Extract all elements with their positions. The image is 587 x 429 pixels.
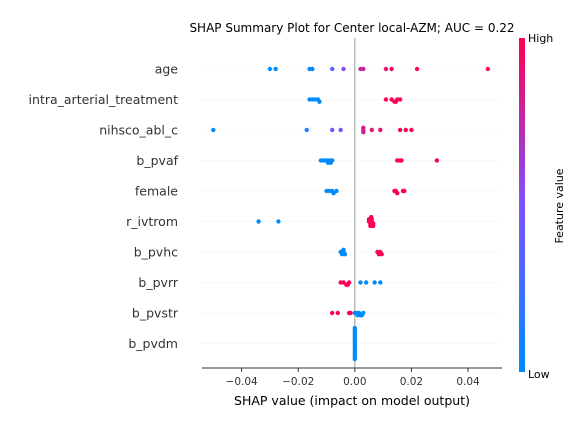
- feature-label: nihsco_abl_c: [99, 123, 178, 138]
- shap-point: [363, 280, 369, 285]
- feature-label: b_pvrr: [138, 275, 178, 290]
- feature-label: b_pvhc: [134, 245, 178, 260]
- x-tick-label: 0.00: [343, 376, 366, 388]
- shap-point: [402, 188, 407, 194]
- shap-point: [361, 125, 366, 130]
- shap-point: [409, 127, 414, 133]
- feature-label: intra_arterial_treatment: [29, 92, 179, 107]
- shap-point: [329, 66, 335, 72]
- shap-point: [345, 282, 350, 287]
- shap-point: [369, 214, 374, 220]
- shap-point: [403, 127, 408, 133]
- x-tick-label: 0.04: [456, 376, 480, 388]
- x-tick-label: −0.02: [282, 376, 314, 388]
- shap-point: [371, 223, 376, 229]
- shap-point: [329, 127, 335, 133]
- shap-point: [414, 66, 420, 72]
- colorbar-high-label: High: [528, 32, 553, 45]
- shap-point: [355, 313, 360, 318]
- shap-point: [393, 99, 399, 104]
- shap-point: [397, 127, 403, 133]
- shap-point: [352, 325, 358, 331]
- shap-point: [359, 313, 365, 318]
- x-axis-ticks: −0.04 −0.02 0.00 0.02 0.04: [226, 368, 480, 388]
- shap-point: [273, 66, 278, 72]
- shap-point: [267, 66, 273, 72]
- shap-point: [338, 127, 343, 133]
- shap-point: [334, 188, 339, 194]
- shap-point: [211, 127, 216, 133]
- shap-point: [361, 130, 366, 135]
- shap-point: [342, 252, 348, 257]
- chart-title: SHAP Summary Plot for Center local-AZM; …: [189, 21, 514, 35]
- shap-points: [211, 66, 491, 362]
- feature-label: b_pvstr: [132, 306, 179, 321]
- shap-point: [389, 66, 394, 72]
- shap-point: [378, 280, 383, 285]
- shap-point: [256, 219, 261, 224]
- shap-point: [379, 252, 384, 257]
- shap-point: [358, 280, 363, 285]
- colorbar: [519, 38, 525, 372]
- shap-point: [397, 97, 403, 102]
- shap-point: [361, 66, 366, 72]
- shap-point: [399, 158, 404, 163]
- shap-point: [341, 66, 346, 72]
- feature-labels: age intra_arterial_treatment nihsco_abl_cb…: [29, 62, 179, 352]
- feature-label: female: [135, 184, 178, 199]
- shap-point: [485, 66, 491, 72]
- shap-point: [352, 356, 358, 362]
- shap-point: [395, 191, 400, 196]
- shap-point: [348, 310, 353, 316]
- feature-label: b_pvdm: [128, 336, 178, 351]
- shap-point: [335, 310, 341, 316]
- colorbar-title: Feature value: [553, 168, 566, 243]
- shap-point: [378, 127, 383, 133]
- shap-point: [317, 99, 322, 104]
- feature-row-guides: [202, 68, 502, 344]
- shap-point: [369, 127, 375, 133]
- shap-point: [328, 160, 333, 165]
- x-tick-label: −0.04: [226, 376, 258, 388]
- x-axis-label: SHAP value (impact on model output): [234, 393, 470, 408]
- shap-point: [383, 66, 389, 72]
- feature-label: age: [155, 62, 179, 77]
- colorbar-low-label: Low: [528, 368, 550, 381]
- shap-point: [329, 310, 335, 316]
- feature-label: r_ivtrom: [126, 214, 178, 229]
- shap-point: [372, 280, 377, 285]
- shap-point: [434, 158, 440, 163]
- feature-label: b_pvaf: [136, 153, 178, 168]
- shap-point: [383, 97, 389, 102]
- x-tick-label: 0.02: [400, 376, 423, 388]
- shap-point: [341, 247, 346, 252]
- shap-point: [304, 127, 309, 133]
- shap-point: [310, 66, 315, 72]
- shap-point: [276, 219, 281, 224]
